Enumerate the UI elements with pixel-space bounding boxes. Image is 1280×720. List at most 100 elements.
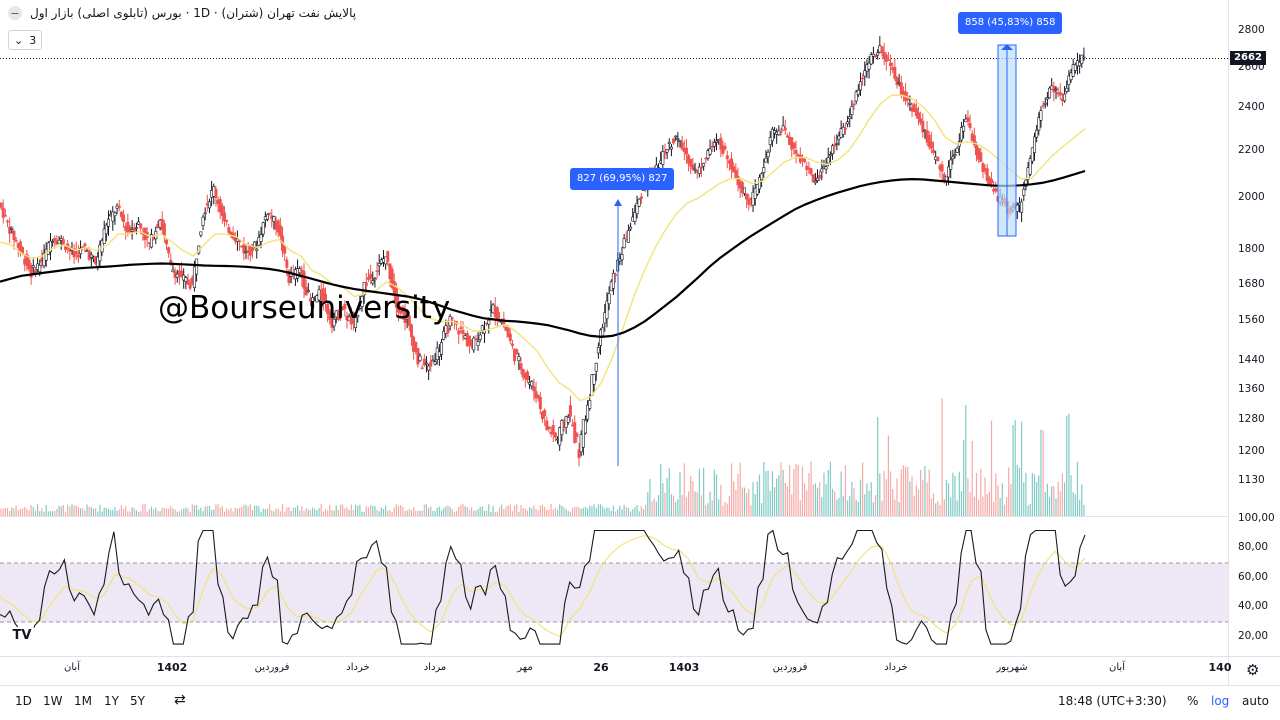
timeframe-1m[interactable]: 1M [74,694,92,708]
candle-body [515,349,519,355]
tradingview-logo-icon[interactable]: TV [9,627,35,645]
timeframe-5y[interactable]: 5Y [130,694,145,708]
symbol-title[interactable]: − پالایش نفت تهران (شتران) · 1D · بورس (… [8,6,356,20]
volume-bar [359,504,361,516]
volume-bar [520,504,522,516]
volume-bar [623,504,625,516]
volume-bar [380,507,382,516]
volume-bar [965,405,967,516]
time-tick-label: خرداد [884,662,908,673]
volume-bar [1051,486,1053,516]
volume-bar [999,498,1001,516]
collapse-icon[interactable]: − [8,6,22,20]
volume-bar [773,487,776,516]
volume-bar [1029,503,1031,516]
timeframe-1d[interactable]: 1D [15,694,32,708]
volume-bar [47,511,49,516]
volume-bar [776,478,778,516]
volume-bar [604,508,606,516]
volume-bar [511,511,514,516]
range-label-1[interactable]: 827 (69,95%) 827 [570,168,675,190]
candle-body [259,234,263,242]
volume-bar [733,481,735,516]
price-tick-label: 1680 [1238,277,1265,290]
volume-bar [219,507,221,516]
log-toggle[interactable]: log [1211,694,1230,708]
range-arrow-2-head [1001,44,1013,50]
candle-body [278,225,282,236]
candle-body [203,212,207,215]
volume-bar [963,440,965,516]
volume-bar [939,504,941,516]
volume-bar [324,509,327,516]
candle-body [117,205,121,209]
volume-bar [576,506,578,516]
volume-bar [453,511,456,516]
candle-body [6,220,10,223]
volume-bar [163,508,165,516]
timeframe-1y[interactable]: 1Y [104,694,119,708]
volume-bar [142,504,144,516]
volume-bar [1074,494,1076,516]
volume-bar [868,490,870,516]
candle-body [149,234,153,248]
price-tick-label: 1800 [1238,243,1265,256]
candle-body [573,422,577,443]
candle-body [429,361,433,367]
volume-bar [741,487,743,516]
candle-body [1039,110,1043,121]
volume-bar [436,507,438,516]
timeframe-1w[interactable]: 1W [43,694,63,708]
volume-bar [19,508,22,516]
volume-bar [206,506,208,516]
candle-body [919,118,923,123]
volume-bar [836,499,838,516]
volume-bar [41,508,43,516]
volume-bar [376,509,378,516]
volume-bar [561,505,563,516]
volume-bar [651,501,653,516]
volume-bar [236,508,239,516]
range-label-2[interactable]: 858 (45,83%) 858 [958,12,1063,34]
volume-bar [840,471,842,516]
candle-body [369,273,373,279]
candle-body [874,54,878,58]
candle-body [253,241,257,247]
candle-body [547,426,551,429]
volume-bar [614,511,617,516]
volume-bar [475,510,477,516]
candle-body [362,281,366,296]
volume-bar [559,504,561,516]
volume-bar [864,494,866,516]
candle-body [702,162,706,167]
auto-toggle[interactable]: auto [1242,694,1270,708]
volume-bar [587,508,589,516]
clock-timezone[interactable]: 18:48 (UTC+3:30) [1058,694,1167,708]
volume-bar [6,508,9,516]
volume-bar [230,508,232,516]
percent-toggle[interactable]: % [1187,694,1199,708]
volume-bar [692,481,694,516]
candle-body [560,420,564,435]
volume-bar [707,503,709,516]
volume-bar [857,502,859,516]
candle-body [12,230,16,240]
volume-bar [1014,419,1016,516]
volume-bar [99,504,101,516]
volume-bar [874,495,877,516]
volume-bar [1023,482,1025,516]
legend-toggle-button[interactable]: ⌄ 3 [8,30,43,50]
volume-bar [15,505,17,516]
gear-icon[interactable]: ⚙ [1246,661,1260,679]
candle-body [225,220,229,222]
volume-bar [1044,492,1046,516]
candle-body [283,245,287,254]
date-range-icon[interactable]: ⇄ [174,692,186,708]
candle-body [639,196,643,200]
candle-body [450,317,454,320]
volume-bar [795,464,797,516]
volume-bar [1081,484,1083,516]
candle-body [575,433,579,437]
volume-bar [754,494,756,516]
